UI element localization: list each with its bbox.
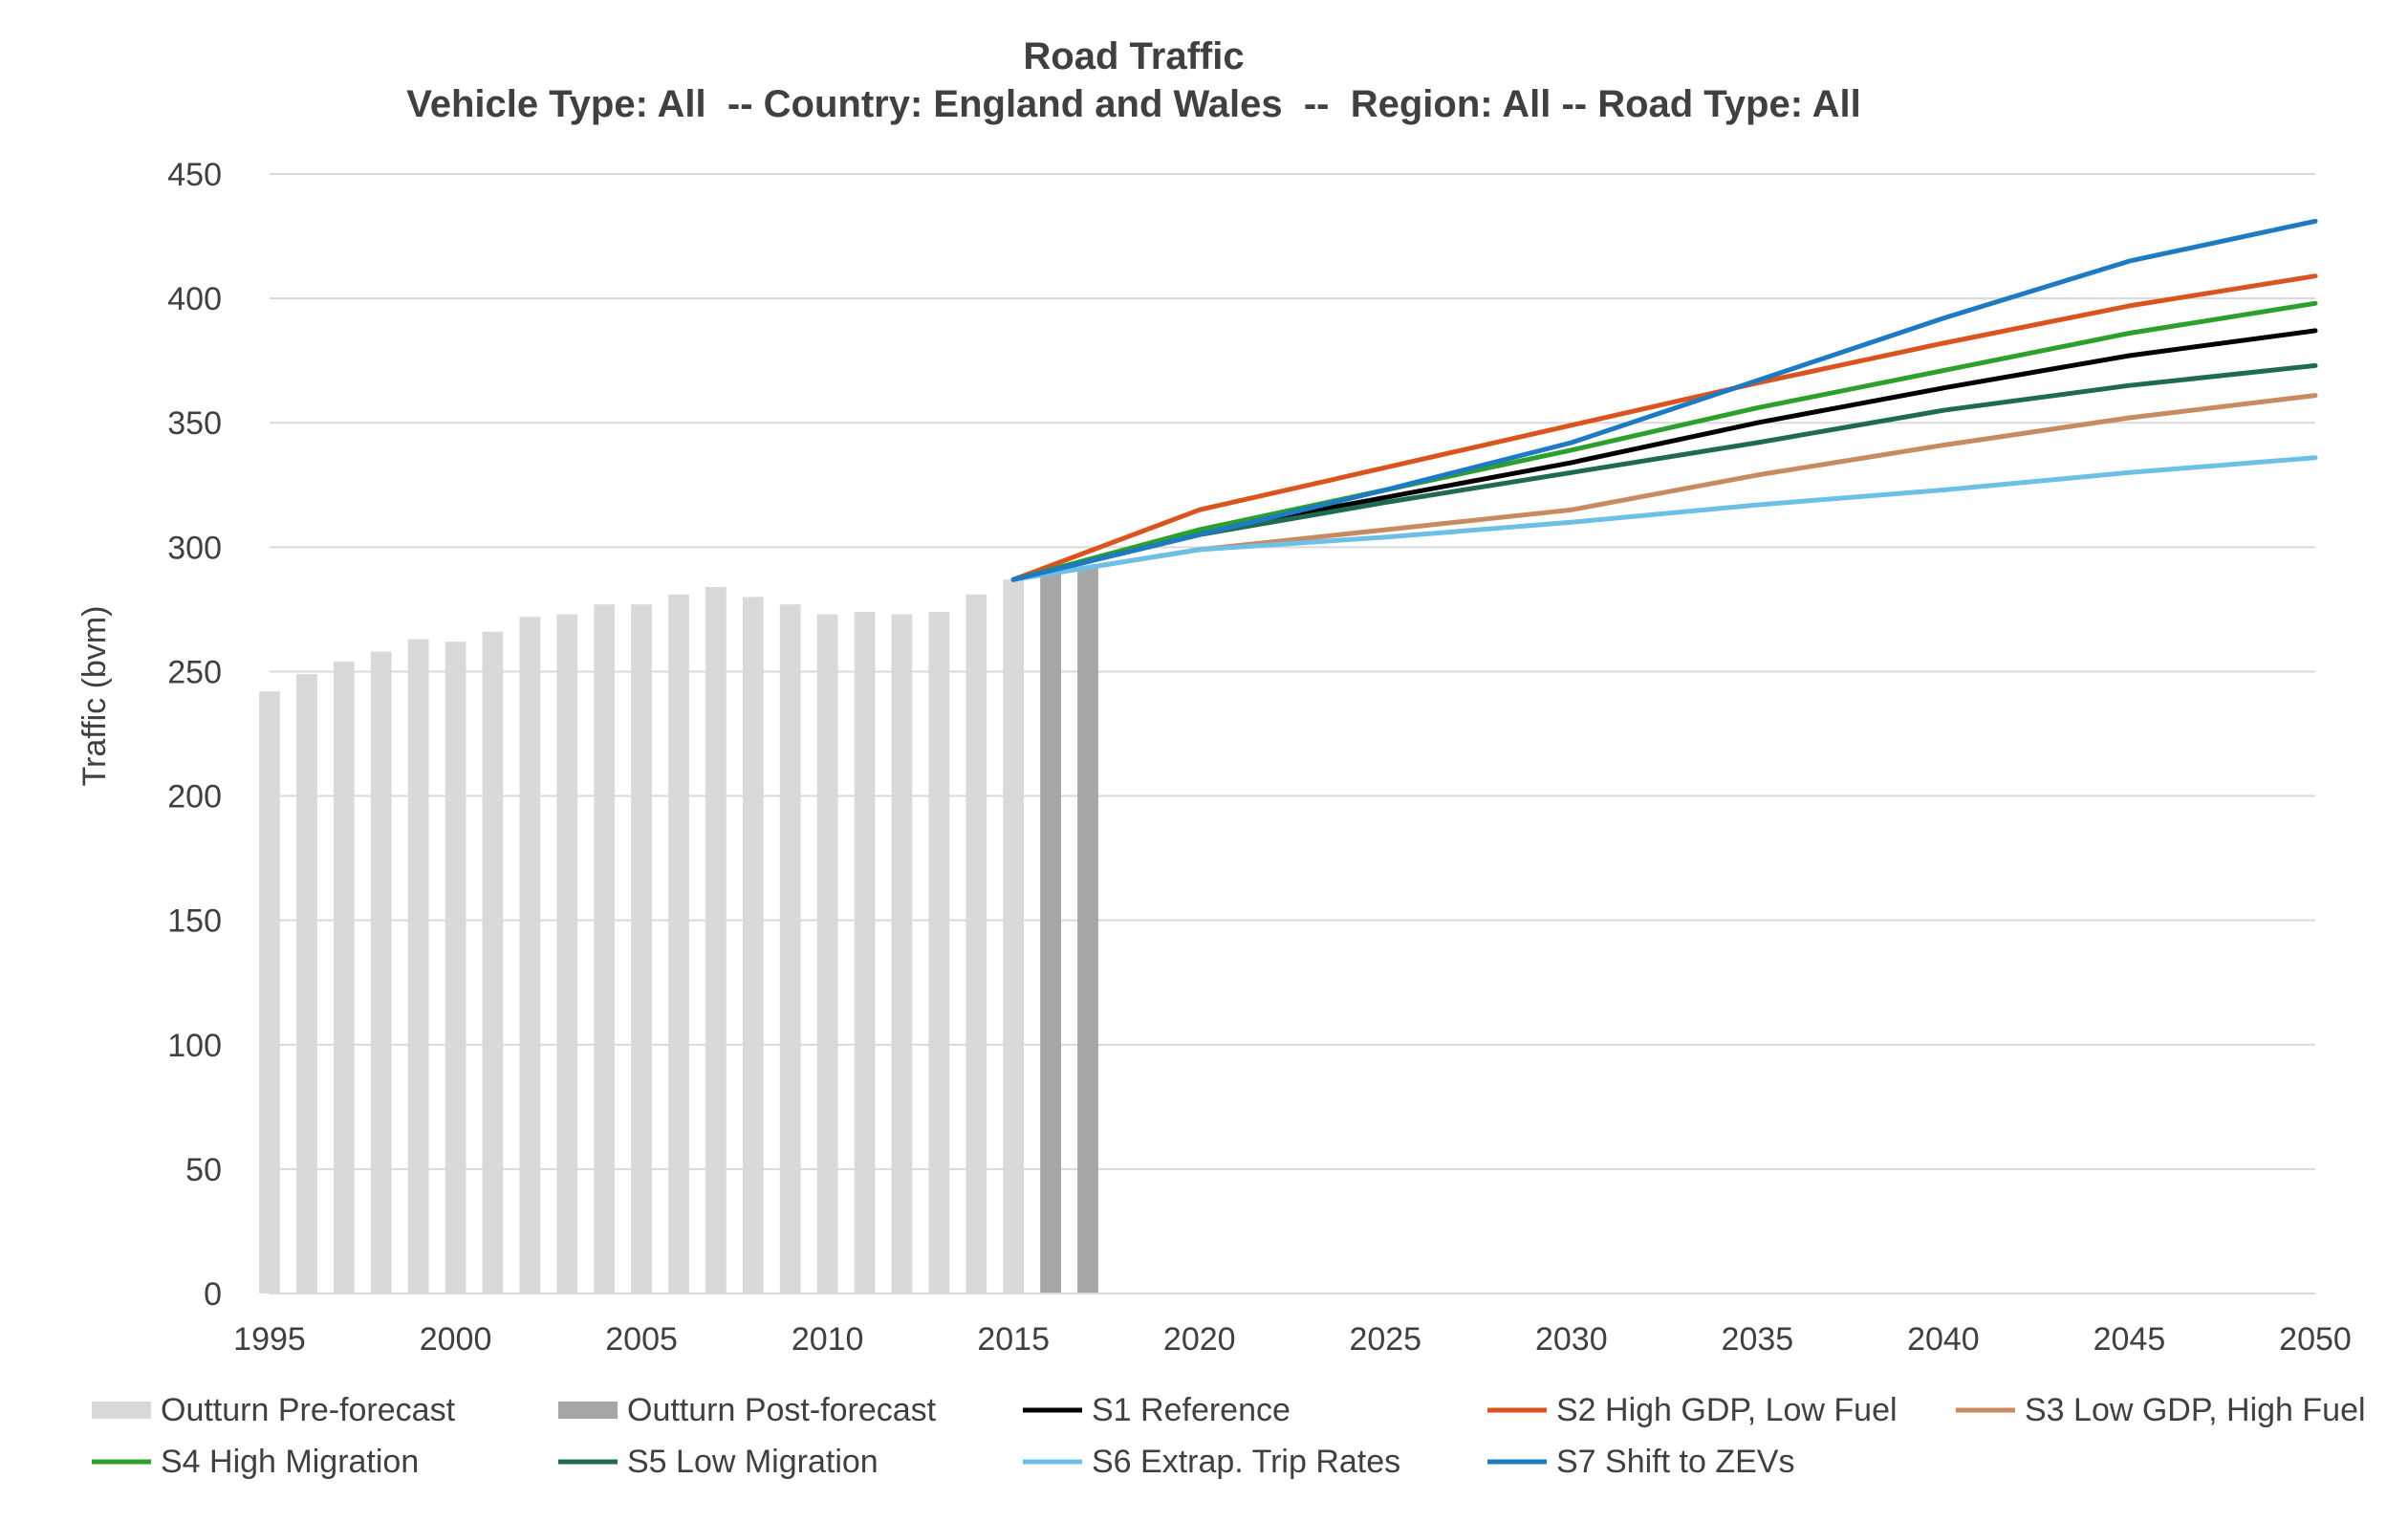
- bar-pre-forecast-2013: [928, 611, 950, 1294]
- legend-item: S3 Low GDP, High Fuel: [1956, 1392, 2366, 1428]
- y-tick-label: 0: [204, 1276, 222, 1313]
- bar-pre-forecast-1996: [296, 674, 317, 1294]
- legend-label: S5 Low Migration: [627, 1444, 879, 1480]
- x-tick-label: 2025: [1349, 1321, 1421, 1358]
- x-tick-label: 2040: [1907, 1321, 1980, 1358]
- y-tick-label: 150: [167, 903, 222, 940]
- bar-pre-forecast-2012: [891, 614, 913, 1294]
- chart-title: Road Traffic: [1023, 35, 1244, 77]
- y-tick-label: 100: [167, 1028, 222, 1064]
- bar-pre-forecast-2008: [742, 597, 764, 1294]
- bar-pre-forecast-2006: [668, 594, 689, 1294]
- legend-swatch: [92, 1402, 151, 1419]
- bar-pre-forecast-2000: [445, 641, 466, 1294]
- series-line-s6: [1010, 455, 2318, 582]
- bar-pre-forecast-2002: [519, 617, 541, 1294]
- chart-subtitle: Vehicle Type: All -- Country: England an…: [406, 83, 1861, 125]
- y-tick-label: 450: [167, 157, 222, 193]
- bar-pre-forecast-1995: [259, 691, 280, 1294]
- bar-pre-forecast-2011: [854, 611, 876, 1294]
- bar-pre-forecast-1999: [407, 639, 429, 1294]
- x-tick-label: 2050: [2279, 1321, 2352, 1358]
- legend-label: S3 Low GDP, High Fuel: [2025, 1392, 2366, 1428]
- x-tick-label: 1995: [233, 1321, 306, 1358]
- x-tick-label: 2000: [420, 1321, 492, 1358]
- legend-label: S1 Reference: [1092, 1392, 1291, 1428]
- series-line-s4: [1010, 300, 2318, 582]
- x-tick-label: 2010: [792, 1321, 864, 1358]
- bar-pre-forecast-1997: [333, 662, 355, 1294]
- y-axis-label: Traffic (bvm): [76, 606, 113, 787]
- x-tick-label: 2005: [605, 1321, 678, 1358]
- legend-item: Outturn Post-forecast: [558, 1392, 937, 1428]
- bar-pre-forecast-2015: [1003, 579, 1025, 1294]
- legend-label: S2 High GDP, Low Fuel: [1556, 1392, 1898, 1428]
- legend-swatch: [558, 1402, 618, 1419]
- bars: [259, 567, 1098, 1294]
- legend: Outturn Pre-forecast Outturn Post-forecas…: [92, 1392, 2366, 1480]
- legend-item: S6 Extrap. Trip Rates: [1023, 1444, 1400, 1480]
- x-tick-label: 2035: [1722, 1321, 1794, 1358]
- legend-item: S7 Shift to ZEVs: [1487, 1444, 1794, 1480]
- axes: 0 50 100 150 200 250 300 350 400 450 1995 2000 2005 2…: [167, 157, 2352, 1358]
- y-tick-label: 350: [167, 405, 222, 442]
- series-line-s2: [1010, 273, 2318, 582]
- x-tick-label: 2030: [1535, 1321, 1608, 1358]
- bar-post-forecast-2016: [1040, 572, 1061, 1294]
- x-tick-label: 2045: [2093, 1321, 2166, 1358]
- y-tick-label: 250: [167, 654, 222, 690]
- bar-post-forecast-2017: [1077, 567, 1098, 1294]
- y-tick-label: 50: [185, 1152, 222, 1188]
- y-tick-label: 300: [167, 530, 222, 566]
- series-lines: [1010, 218, 2318, 582]
- bar-pre-forecast-2007: [705, 586, 727, 1294]
- legend-label: S4 High Migration: [161, 1444, 419, 1480]
- x-tick-label: 2015: [977, 1321, 1050, 1358]
- bar-pre-forecast-2010: [816, 614, 838, 1294]
- bar-pre-forecast-2014: [965, 594, 987, 1294]
- bar-pre-forecast-2004: [594, 604, 616, 1294]
- legend-label: S7 Shift to ZEVs: [1556, 1444, 1794, 1480]
- x-tick-label: 2020: [1163, 1321, 1236, 1358]
- legend-item: Outturn Pre-forecast: [92, 1392, 456, 1428]
- legend-label: Outturn Pre-forecast: [161, 1392, 456, 1428]
- y-tick-label: 400: [167, 281, 222, 317]
- legend-item: S1 Reference: [1023, 1392, 1291, 1428]
- bar-pre-forecast-2001: [482, 631, 504, 1294]
- bar-pre-forecast-2003: [556, 614, 578, 1294]
- legend-label: Outturn Post-forecast: [627, 1392, 937, 1428]
- y-tick-label: 200: [167, 779, 222, 815]
- legend-item: S2 High GDP, Low Fuel: [1487, 1392, 1898, 1428]
- legend-item: S4 High Migration: [92, 1444, 419, 1480]
- series-line-s7: [1010, 218, 2318, 582]
- series-line-s1: [1010, 328, 2318, 582]
- bar-pre-forecast-1998: [370, 651, 392, 1294]
- bar-pre-forecast-2005: [631, 604, 652, 1294]
- legend-item: S5 Low Migration: [558, 1444, 879, 1480]
- bar-pre-forecast-2009: [779, 604, 801, 1294]
- legend-label: S6 Extrap. Trip Rates: [1092, 1444, 1400, 1480]
